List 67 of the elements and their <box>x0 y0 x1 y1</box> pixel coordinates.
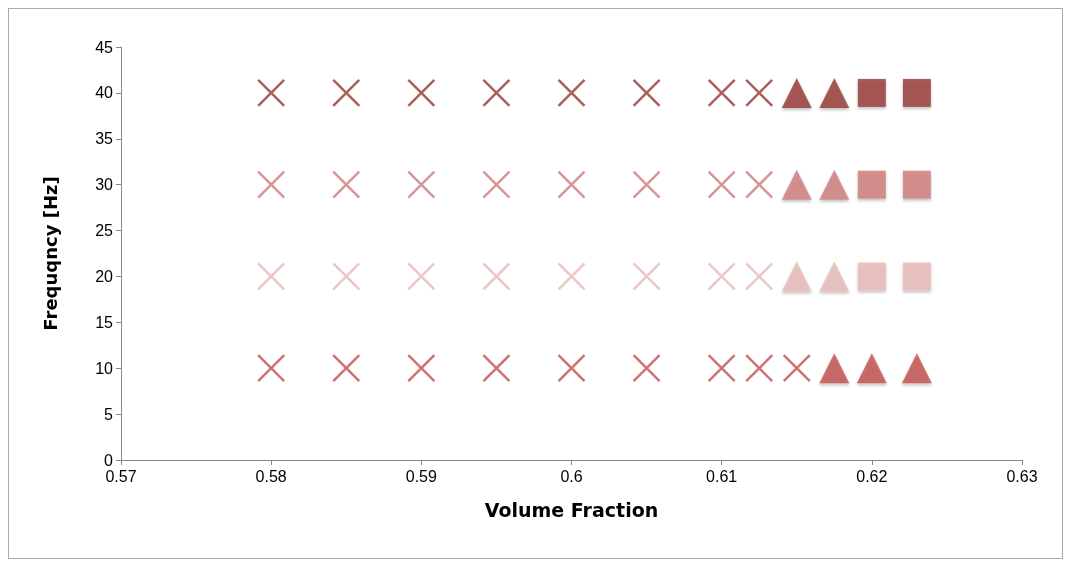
point <box>632 78 661 108</box>
y-tick-label: 15 <box>95 313 114 331</box>
point <box>557 353 586 383</box>
point <box>332 78 361 108</box>
point <box>857 170 886 199</box>
point <box>332 170 361 199</box>
y-tick-label: 20 <box>95 267 114 285</box>
point <box>482 353 511 383</box>
point <box>819 353 850 384</box>
point <box>256 78 286 108</box>
point <box>819 77 850 108</box>
point <box>256 353 286 383</box>
point <box>407 78 436 108</box>
point <box>781 169 812 200</box>
point <box>707 353 736 383</box>
y-tick-label: 40 <box>95 84 114 102</box>
point <box>744 262 774 291</box>
point <box>781 77 812 108</box>
point <box>782 353 811 383</box>
point <box>482 170 511 199</box>
point <box>482 262 511 291</box>
point <box>332 262 361 291</box>
point <box>902 170 931 199</box>
x-tick-label: 0.59 <box>405 467 438 485</box>
x-tick-label: 0.57 <box>105 467 137 485</box>
y-tick-label: 0 <box>104 451 114 469</box>
x-tick-label: 0.62 <box>856 467 888 485</box>
point <box>256 262 286 291</box>
point <box>407 353 436 383</box>
y-tick-label: 25 <box>95 222 114 240</box>
point <box>744 353 774 383</box>
point <box>901 353 932 384</box>
y-tick-label: 5 <box>104 405 114 423</box>
x-axis-title: Volume Fraction <box>484 498 659 521</box>
x-tick-label: 0.61 <box>706 467 738 485</box>
y-tick-label: 35 <box>95 130 114 148</box>
y-axis-title: Frequqncy [Hz] <box>39 176 61 331</box>
y-tick-label: 45 <box>95 38 114 56</box>
point <box>744 78 774 108</box>
x-tick-label: 0.63 <box>1006 467 1038 485</box>
point <box>332 353 361 383</box>
point <box>707 262 736 291</box>
point <box>744 170 774 199</box>
point <box>819 261 850 292</box>
x-tick-label: 0.58 <box>255 467 287 485</box>
point <box>632 353 661 383</box>
point <box>819 169 850 200</box>
point <box>857 78 886 107</box>
point <box>632 170 661 199</box>
point <box>557 262 586 291</box>
x-tick-label: 0.6 <box>560 467 583 485</box>
point <box>902 78 931 107</box>
point <box>632 262 661 291</box>
point <box>407 170 436 199</box>
point <box>557 170 586 199</box>
y-tick-label: 30 <box>95 176 114 194</box>
point <box>857 262 886 291</box>
y-tick-label: 10 <box>95 359 114 377</box>
point <box>781 261 812 292</box>
point <box>557 78 586 108</box>
point <box>407 262 436 291</box>
point <box>482 78 511 108</box>
point <box>707 170 736 199</box>
point <box>856 353 887 384</box>
point <box>256 170 286 199</box>
point <box>902 262 931 291</box>
point <box>707 78 736 108</box>
